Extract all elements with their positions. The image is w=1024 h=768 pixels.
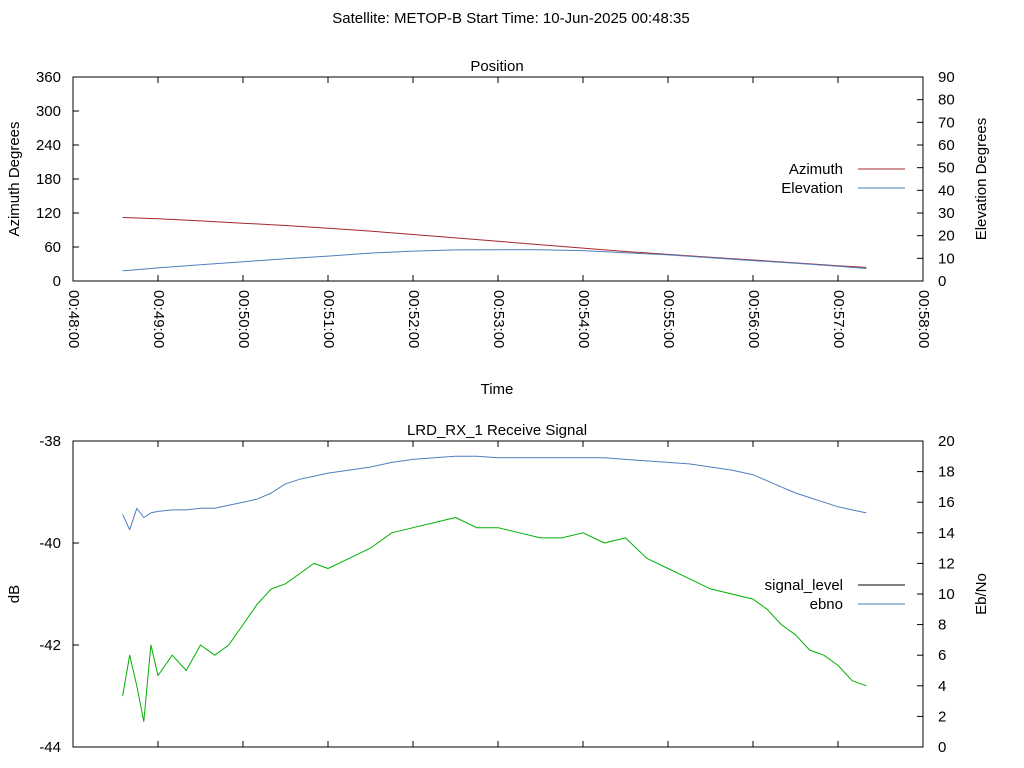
y-tick-label: -44 <box>39 739 61 756</box>
position-x-axis: 00:48:00 00:49:00 00:50:00 00:51:00 00:52:00… <box>65 77 932 348</box>
x-tick-label: 00:48:00 <box>65 290 82 348</box>
y2-tick-label: 60 <box>938 137 955 154</box>
position-x-label: Time <box>481 381 514 398</box>
signal-left-axis: -38 -40 -42 -44 <box>39 433 79 756</box>
position-axes-frame <box>72 76 924 282</box>
y2-tick-label: 2 <box>938 708 946 725</box>
series-line-elevation <box>122 249 867 272</box>
position-left-axis: 0 60 120 180 240 300 360 <box>36 69 79 290</box>
position-y-label: Azimuth Degrees <box>6 121 23 236</box>
signal-y-label: dB <box>6 585 23 603</box>
x-tick-label: 00:51:00 <box>320 290 337 348</box>
position-legend: Azimuth Elevation <box>781 161 905 197</box>
signal-x-axis <box>72 441 924 747</box>
x-tick-label: 00:54:00 <box>575 290 592 348</box>
y-tick-label: 0 <box>53 273 61 290</box>
x-tick-label: 00:49:00 <box>150 290 167 348</box>
y-tick-label: 360 <box>36 69 61 86</box>
y2-tick-label: 18 <box>938 464 955 481</box>
y2-tick-label: 0 <box>938 273 946 290</box>
y2-tick-label: 80 <box>938 92 955 109</box>
y-tick-label: 240 <box>36 137 61 154</box>
x-tick-label: 00:57:00 <box>830 290 847 348</box>
x-tick-label: 00:55:00 <box>660 290 677 348</box>
signal-right-axis: 0 2 4 6 8 10 12 14 16 18 20 <box>917 433 955 756</box>
y-tick-label: 120 <box>36 205 61 222</box>
series-line-signal-level <box>122 517 867 722</box>
y2-tick-label: 0 <box>938 739 946 756</box>
y-tick-label: 300 <box>36 103 61 120</box>
y2-tick-label: 14 <box>938 525 955 542</box>
x-tick-label: 00:56:00 <box>745 290 762 348</box>
signal-axes-frame <box>72 440 924 748</box>
y2-tick-label: 16 <box>938 494 955 511</box>
y2-tick-label: 20 <box>938 433 955 450</box>
y-tick-label: 180 <box>36 171 61 188</box>
x-tick-label: 00:58:00 <box>915 290 932 348</box>
suptitle: Satellite: METOP-B Start Time: 10-Jun-20… <box>332 10 689 27</box>
y2-tick-label: 70 <box>938 114 955 131</box>
y2-tick-label: 8 <box>938 617 946 634</box>
y-tick-label: -42 <box>39 637 61 654</box>
position-plot: Position 0 60 120 180 240 300 360 0 10 20 30 40 50 6… <box>6 58 990 398</box>
position-title: Position <box>470 58 523 75</box>
y2-tick-label: 12 <box>938 555 955 572</box>
series-line-azimuth <box>122 217 867 268</box>
x-tick-label: 00:52:00 <box>405 290 422 348</box>
signal-series <box>122 455 867 722</box>
y2-tick-label: 4 <box>938 678 946 695</box>
signal-legend: signal_level ebno <box>765 577 905 613</box>
y-tick-label: 60 <box>44 239 61 256</box>
legend-label-elevation: Elevation <box>781 180 843 197</box>
y2-tick-label: 6 <box>938 647 946 664</box>
y2-tick-label: 90 <box>938 69 955 86</box>
position-y2-label: Elevation Degrees <box>973 118 990 241</box>
series-line-ebno <box>122 455 867 531</box>
legend-label-signal-level: signal_level <box>765 577 843 594</box>
y2-tick-label: 30 <box>938 205 955 222</box>
legend-label-azimuth: Azimuth <box>789 161 843 178</box>
y-tick-label: -40 <box>39 535 61 552</box>
position-series <box>122 217 867 272</box>
y2-tick-label: 20 <box>938 228 955 245</box>
signal-plot: LRD_RX_1 Receive Signal -38 -40 -42 -44 0 2 4… <box>6 422 990 756</box>
x-tick-label: 00:53:00 <box>490 290 507 348</box>
y-tick-label: -38 <box>39 433 61 450</box>
y2-tick-label: 10 <box>938 586 955 603</box>
signal-title: LRD_RX_1 Receive Signal <box>407 422 587 439</box>
x-tick-label: 00:50:00 <box>235 290 252 348</box>
y2-tick-label: 10 <box>938 250 955 267</box>
legend-label-ebno: ebno <box>810 596 843 613</box>
y2-tick-label: 50 <box>938 160 955 177</box>
signal-y2-label: Eb/No <box>973 573 990 615</box>
y2-tick-label: 40 <box>938 182 955 199</box>
position-right-axis: 0 10 20 30 40 50 60 70 80 90 <box>917 69 955 290</box>
